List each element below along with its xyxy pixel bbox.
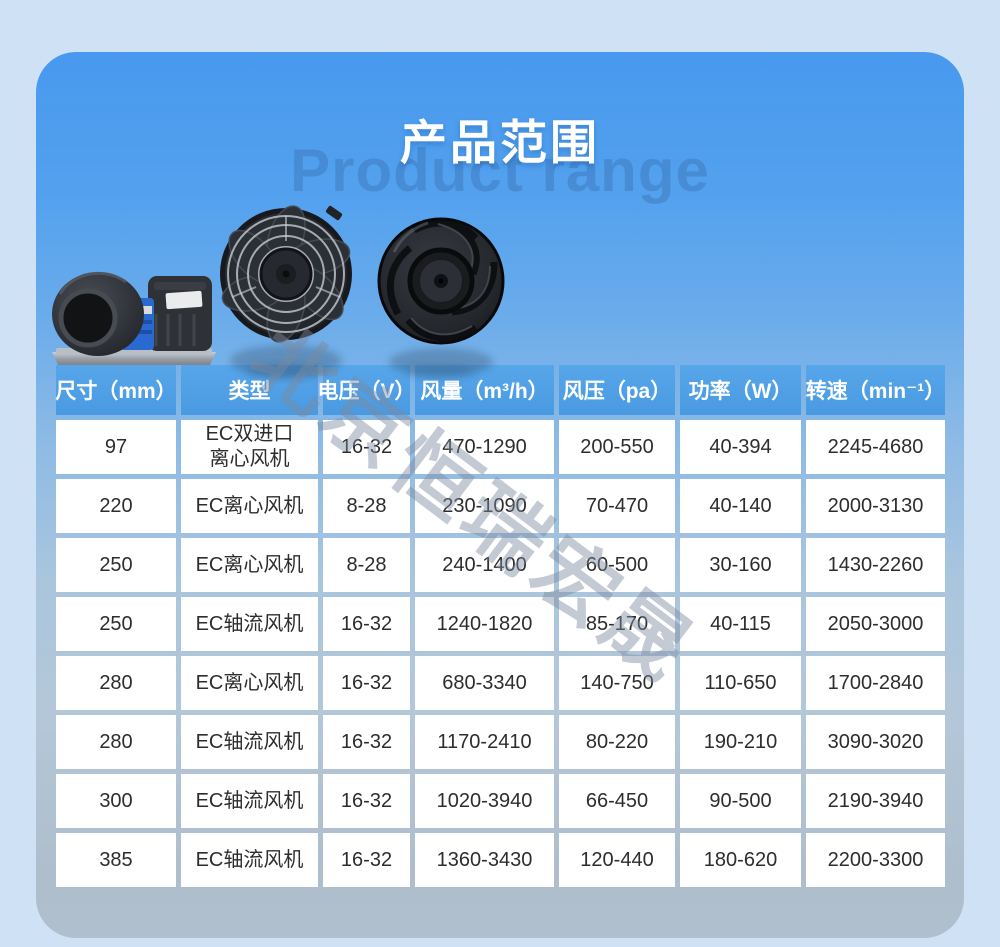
table-cell-r1-c2: 8-28 xyxy=(323,479,410,533)
table-cell-r1-c5: 40-140 xyxy=(680,479,801,533)
table-cell-r7-c0: 385 xyxy=(56,833,176,887)
table-cell-r1-c6: 2000-3130 xyxy=(806,479,945,533)
table-cell-r5-c4: 80-220 xyxy=(559,715,675,769)
header-cell-6: 转速（min⁻¹） xyxy=(806,365,945,415)
table-cell-r3-c4: 85-170 xyxy=(559,597,675,651)
header-cell-5: 功率（W） xyxy=(680,365,801,415)
table-cell-r4-c3: 680-3340 xyxy=(415,656,554,710)
dual-inlet-centrifugal-blower-icon xyxy=(52,271,216,365)
blower-image xyxy=(48,264,220,375)
table-cell-r7-c6: 2200-3300 xyxy=(806,833,945,887)
table-cell-r0-c0: 97 xyxy=(56,420,176,474)
product-spec-table: 尺寸（mm） 类型 电压（V） 风量（m³/h） 风压（pa） 功率（W） 转速（min⁻¹… xyxy=(55,365,945,887)
table-cell-r5-c3: 1170-2410 xyxy=(415,715,554,769)
table-cell-r7-c1: EC轴流风机 xyxy=(181,833,318,887)
axial-fan-image xyxy=(218,201,354,398)
table-cell-r4-c0: 280 xyxy=(56,656,176,710)
table-cell-r0-c3: 470-1290 xyxy=(415,420,554,474)
table-cell-r5-c0: 280 xyxy=(56,715,176,769)
table-cell-r6-c6: 2190-3940 xyxy=(806,774,945,828)
table-cell-r0-c4: 200-550 xyxy=(559,420,675,474)
table-cell-r4-c5: 110-650 xyxy=(680,656,801,710)
table-cell-r7-c2: 16-32 xyxy=(323,833,410,887)
table-cell-r1-c4: 70-470 xyxy=(559,479,675,533)
table-cell-r7-c4: 120-440 xyxy=(559,833,675,887)
table-cell-r4-c6: 1700-2840 xyxy=(806,656,945,710)
table-cell-r7-c3: 1360-3430 xyxy=(415,833,554,887)
axial-fan-icon xyxy=(220,205,352,379)
table-cell-r2-c0: 250 xyxy=(56,538,176,592)
table-cell-r2-c6: 1430-2260 xyxy=(806,538,945,592)
table-cell-r3-c2: 16-32 xyxy=(323,597,410,651)
table-cell-r2-c4: 60-500 xyxy=(559,538,675,592)
table-cell-r2-c5: 30-160 xyxy=(680,538,801,592)
table-cell-r4-c4: 140-750 xyxy=(559,656,675,710)
table-cell-r3-c1: EC轴流风机 xyxy=(181,597,318,651)
table-cell-r5-c6: 3090-3020 xyxy=(806,715,945,769)
table-cell-r1-c1: EC离心风机 xyxy=(181,479,318,533)
table-cell-r6-c1: EC轴流风机 xyxy=(181,774,318,828)
table-cell-r6-c2: 16-32 xyxy=(323,774,410,828)
table-cell-r6-c4: 66-450 xyxy=(559,774,675,828)
table-cell-r7-c5: 180-620 xyxy=(680,833,801,887)
table-cell-r3-c5: 40-115 xyxy=(680,597,801,651)
impeller-image xyxy=(376,214,506,395)
table-cell-r0-c2: 16-32 xyxy=(323,420,410,474)
table-cell-r6-c3: 1020-3940 xyxy=(415,774,554,828)
table-cell-r4-c2: 16-32 xyxy=(323,656,410,710)
centrifugal-impeller-icon xyxy=(377,217,505,379)
table-cell-r2-c1: EC离心风机 xyxy=(181,538,318,592)
table-cell-r2-c2: 8-28 xyxy=(323,538,410,592)
table-cell-r5-c1: EC轴流风机 xyxy=(181,715,318,769)
table-cell-r6-c5: 90-500 xyxy=(680,774,801,828)
table-cell-r2-c3: 240-1400 xyxy=(415,538,554,592)
table-cell-r5-c2: 16-32 xyxy=(323,715,410,769)
table-cell-r1-c0: 220 xyxy=(56,479,176,533)
table-cell-r6-c0: 300 xyxy=(56,774,176,828)
table-cell-r0-c1: EC双进口 离心风机 xyxy=(181,420,318,474)
table-cell-r0-c5: 40-394 xyxy=(680,420,801,474)
header-cell-4: 风压（pa） xyxy=(559,365,675,415)
table-cell-r1-c3: 230-1090 xyxy=(415,479,554,533)
header-cell-0: 尺寸（mm） xyxy=(55,365,177,415)
table-cell-r3-c6: 2050-3000 xyxy=(806,597,945,651)
table-cell-r5-c5: 190-210 xyxy=(680,715,801,769)
table-cell-r4-c1: EC离心风机 xyxy=(181,656,318,710)
header-cell-2: 电压（V） xyxy=(318,365,416,415)
table-cell-r3-c3: 1240-1820 xyxy=(415,597,554,651)
table-cell-r0-c6: 2245-4680 xyxy=(806,420,945,474)
page-title: 产品范围 xyxy=(400,116,600,169)
table-cell-r3-c0: 250 xyxy=(56,597,176,651)
